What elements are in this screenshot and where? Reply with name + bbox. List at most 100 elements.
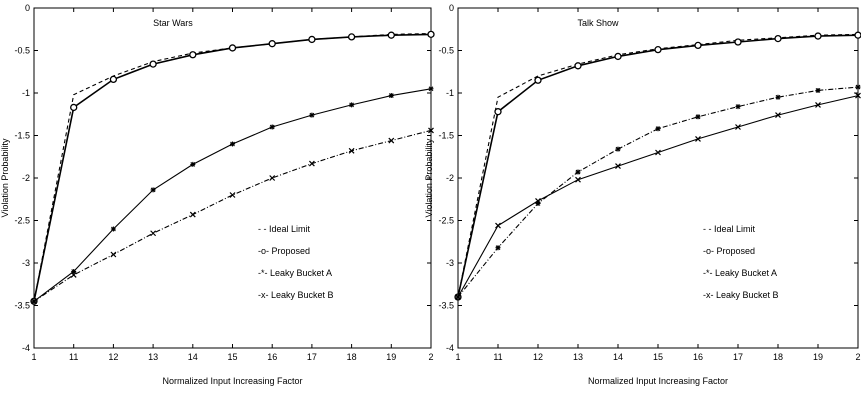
data-point (110, 251, 117, 258)
y-tick-label: -1.5 (438, 131, 454, 141)
data-point (575, 176, 581, 183)
x-tick-label: 18 (347, 352, 357, 362)
data-point (735, 124, 741, 130)
data-point (230, 141, 235, 147)
x-tick-label: 19 (386, 352, 396, 362)
plot-frame (457, 7, 859, 349)
plot-frame (33, 7, 432, 349)
data-point (615, 146, 621, 152)
data-point (308, 35, 316, 44)
x-tick-label: 2 (428, 352, 433, 362)
chart-title: Star Wars (153, 18, 193, 28)
x-tick-label: 13 (573, 352, 583, 362)
data-point (774, 34, 782, 43)
y-tick-label: -1 (22, 88, 30, 98)
series-line (33, 129, 432, 302)
data-point (229, 192, 236, 198)
data-point (269, 175, 276, 181)
data-point (71, 269, 77, 274)
x-tick-label: 14 (188, 352, 198, 362)
data-point (535, 198, 541, 204)
data-point (70, 103, 78, 112)
y-tick-label: -0.5 (14, 46, 30, 56)
y-tick-label: -4 (446, 343, 454, 353)
series-ideal-limit (457, 33, 859, 298)
y-tick-label: -0.5 (438, 46, 454, 56)
x-axis-label: Normalized Input Increasing Factor (588, 376, 728, 386)
series-line (457, 33, 859, 298)
data-point (855, 84, 861, 90)
y-tick-label: 0 (449, 3, 454, 13)
data-point (654, 46, 662, 54)
data-point (428, 86, 434, 92)
y-tick-label: -2.5 (438, 216, 454, 226)
y-tick-label: 0 (25, 3, 30, 13)
series-leaky-bucket-a (455, 84, 861, 300)
data-point (735, 104, 741, 110)
data-point (31, 298, 37, 305)
data-point (347, 33, 356, 41)
data-point (655, 149, 661, 156)
data-point (775, 112, 781, 119)
data-point (615, 163, 621, 170)
data-point (775, 94, 781, 100)
data-point (734, 38, 742, 46)
series-leaky-bucket-b (455, 92, 861, 300)
x-tick-label: 11 (493, 352, 502, 362)
data-point (574, 62, 582, 70)
data-point (387, 31, 395, 39)
data-point (268, 40, 276, 48)
data-point (349, 102, 355, 108)
data-point (455, 294, 461, 300)
data-point (228, 44, 237, 52)
data-point (854, 31, 861, 39)
legend-entry: -o- Proposed (258, 246, 310, 256)
data-point (815, 87, 821, 93)
x-tick-label: 15 (653, 352, 663, 362)
legend-entry: -*- Leaky Bucket A (703, 268, 777, 278)
series-leaky-bucket-b (31, 127, 434, 305)
y-tick-label: -4 (22, 343, 30, 353)
x-tick-label: 17 (307, 352, 317, 362)
data-point (694, 41, 702, 50)
data-point (534, 76, 542, 84)
legend-entry: - - Ideal Limit (703, 224, 756, 234)
series-line (457, 34, 859, 298)
y-tick-label: -1 (446, 88, 454, 98)
x-tick-label: 13 (148, 352, 158, 362)
data-point (495, 222, 501, 229)
data-point (309, 112, 315, 118)
legend-entry: -x- Leaky Bucket B (258, 290, 334, 300)
y-axis-label: Violation Probability (0, 138, 10, 217)
y-tick-label: -2.5 (14, 216, 30, 226)
data-point (388, 137, 395, 144)
chart-panel-star-wars: 1 11 12 13 14 15 16 17 18 19 20-0.5-1-1.5-2-2.5-3-… (0, 3, 435, 386)
y-tick-label: -3.5 (438, 301, 454, 311)
data-point (110, 226, 116, 232)
data-point (575, 169, 581, 175)
series-line (33, 32, 432, 302)
data-point (388, 93, 394, 99)
data-point (494, 108, 502, 116)
x-tick-label: 2 (855, 352, 860, 362)
x-tick-label: 11 (69, 352, 78, 362)
data-point (150, 230, 157, 237)
data-point (109, 75, 118, 84)
x-tick-label: 14 (613, 352, 623, 362)
y-axis-label: Violation Probability (424, 138, 434, 217)
data-point (495, 245, 501, 251)
chart-title: Talk Show (577, 18, 619, 28)
data-point (428, 127, 434, 134)
data-point (308, 160, 315, 167)
x-tick-label: 1 (31, 352, 36, 362)
y-tick-label: -2 (446, 173, 454, 183)
y-tick-label: -3.5 (14, 301, 30, 311)
y-tick-label: -3 (22, 258, 30, 268)
x-tick-label: 16 (693, 352, 703, 362)
x-tick-label: 19 (813, 352, 823, 362)
x-tick-label: 17 (733, 352, 743, 362)
series-line (457, 86, 859, 298)
data-point (855, 92, 861, 99)
series-proposed (30, 30, 435, 305)
